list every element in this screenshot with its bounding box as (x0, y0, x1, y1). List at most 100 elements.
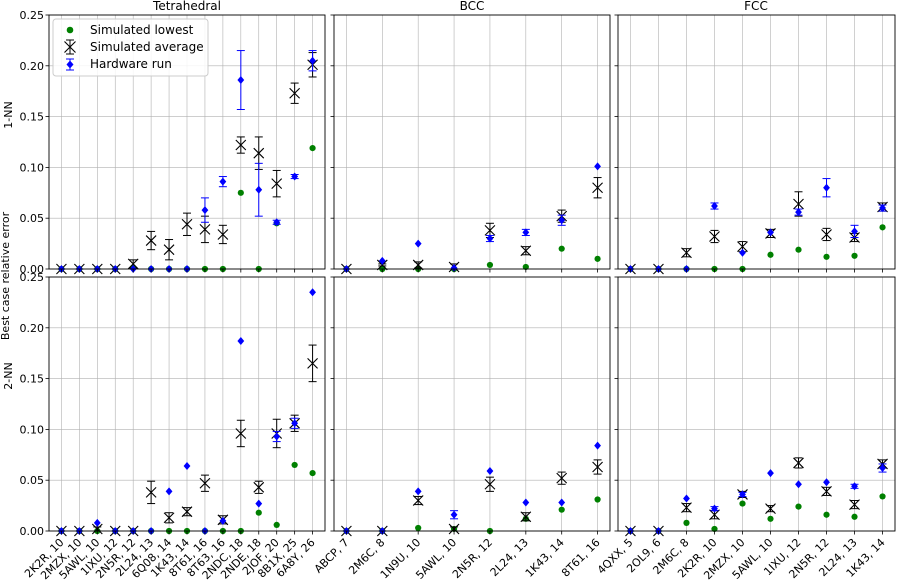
panel-3-hardware-point-4 (739, 248, 746, 257)
panel-6-hardware-point-6 (795, 480, 802, 489)
panel-1-ytick-label-2: 0.10 (20, 161, 45, 174)
panel-4-average-point-10 (235, 428, 247, 439)
panel-6-lowest-point-6 (795, 503, 802, 510)
panel-6-lowest-point-5 (767, 515, 774, 522)
panel-1-average-point-6 (163, 244, 175, 256)
panel-5-average-point-2 (412, 495, 424, 506)
panel-3-average-point-3 (709, 231, 720, 242)
panel-4-lowest-point-11 (255, 509, 262, 516)
panel-4-average-point-11 (253, 481, 265, 493)
legend-average-label: Simulated average (90, 40, 204, 54)
legend-hardware-marker (66, 60, 74, 69)
panel-6-hardware-point-3 (711, 504, 718, 513)
panel-4-ytick-label-2: 0.10 (20, 423, 45, 436)
panel-title-bcc: BCC (460, 0, 485, 13)
panel-2-lowest-point-4 (486, 261, 494, 269)
panel-1-hardware-point-8 (201, 206, 209, 215)
panel-6-average-point-5 (765, 503, 776, 515)
panel-5-hardware-point-2 (414, 487, 422, 496)
panel-2-average-point-4 (484, 225, 496, 236)
legend: Simulated lowest Simulated average Hardw… (52, 18, 209, 77)
panel-2-hardware-point-6 (558, 216, 566, 225)
legend-hardware-label: Hardware run (90, 57, 172, 71)
panel-2-lowest-point-7 (594, 255, 601, 262)
panel-6-hardware-point-4 (739, 490, 746, 499)
frames-layer (45, 14, 896, 535)
panel-6-lowest-point-4 (739, 500, 746, 507)
panel-5-hardware-point-3 (450, 510, 458, 519)
panel-4-hardware-point-6 (165, 487, 173, 496)
panel-1-lowest-point-14 (309, 144, 316, 152)
panel-1-average-point-11 (253, 147, 265, 159)
panel-5-lowest-point-7 (594, 496, 601, 503)
panel-4-hardware-point-2 (93, 518, 101, 527)
panel-3-average-point-2 (681, 247, 692, 259)
panel-1-ytick-label-3: 0.15 (20, 111, 45, 124)
panel-6-average-point-6 (793, 457, 804, 469)
panel-1-average-point-12 (271, 178, 283, 190)
panel-4-hardware-point-7 (183, 461, 191, 470)
panel-6-lowest-point-9 (879, 493, 886, 500)
panel-1-lowest-point-10 (237, 189, 244, 196)
panel-6-hardware-point-9 (879, 464, 886, 473)
panel-3-hardware-point-7 (823, 183, 830, 192)
panel-2-hardware-point-3 (450, 263, 458, 272)
panel-3-lowest-point-5 (767, 251, 774, 258)
panel-2-hardware-point-1 (378, 256, 386, 265)
panel-4-ytick-label-0: 0.00 (20, 525, 45, 538)
panel-5-average-point-7 (592, 461, 603, 473)
legend-lowest-marker (66, 26, 74, 34)
panel-4-hardware-point-14 (309, 288, 316, 297)
panel-4-hardware-point-13 (291, 419, 299, 428)
panel-6-hardware-point-2 (683, 494, 690, 503)
panel-5-lowest-point-6 (558, 506, 565, 513)
panel-4-ytick-label-3: 0.15 (20, 373, 45, 386)
panel-3-hardware-point-8 (851, 227, 858, 236)
panel-4-hardware-point-11 (255, 499, 263, 508)
panel-1-average-point-9 (217, 229, 229, 240)
panel-5-lowest-point-2 (415, 524, 422, 532)
panel-1-ytick-label-5: 0.25 (20, 9, 45, 22)
figure-ylabel: Best case relative error (0, 211, 12, 340)
panel-1-average-point-5 (145, 235, 157, 246)
row-label-2nn: 2-NN (2, 362, 15, 389)
panel-3-lowest-point-8 (851, 252, 858, 259)
panel-3-hardware-point-6 (795, 208, 802, 217)
panel-1-hardware-point-9 (219, 177, 227, 186)
panel-4-ytick-label-4: 0.20 (20, 322, 45, 335)
panel-4-average-point-5 (145, 487, 157, 498)
panel-3-average-point-6 (793, 198, 804, 210)
panel-2-average-point-5 (520, 245, 532, 257)
panel-3-lowest-point-9 (879, 224, 886, 231)
panel-6-average-point-7 (821, 485, 832, 497)
panel-2-lowest-point-5 (522, 263, 529, 271)
panel-2-frame (333, 14, 611, 270)
panel-3-frame (617, 14, 896, 270)
legend-entry-average: Simulated average (64, 39, 204, 55)
panel-6-hardware-point-7 (823, 478, 830, 487)
panel-6-lowest-point-8 (851, 513, 858, 520)
panel-4-average-point-7 (181, 506, 193, 518)
panel-5-average-point-3 (448, 523, 460, 535)
panel-5-hardware-point-5 (522, 498, 530, 507)
legend-lowest-label: Simulated lowest (90, 23, 194, 37)
panel-4-ytick-label-1: 0.05 (20, 474, 45, 487)
panel-4-ytick-label-5: 0.25 (20, 271, 45, 284)
panel-2-average-point-1 (376, 259, 388, 271)
panel-5-average-point-5 (520, 511, 532, 523)
panel-2-hardware-point-2 (414, 239, 422, 248)
panel-1-ytick-label-1: 0.05 (20, 212, 45, 225)
panel-1-average-point-7 (181, 218, 193, 230)
marks-layer (56, 50, 888, 537)
panel-3-average-point-7 (821, 229, 832, 240)
panel-4-average-point-2 (91, 523, 103, 535)
panel-2-hardware-point-5 (522, 228, 530, 237)
panel-title-tetrahedral: Tetrahedral (152, 0, 221, 13)
panel-3-hardware-point-5 (767, 228, 774, 237)
panel-1-ytick-label-0: 0.00 (20, 263, 45, 276)
panel-3-lowest-point-6 (795, 246, 802, 253)
panel-1-ytick-label-4: 0.20 (20, 60, 45, 73)
panel-4-lowest-point-14 (309, 469, 316, 477)
panel-5-xtick-label-7: 8T61, 16 (559, 536, 603, 580)
